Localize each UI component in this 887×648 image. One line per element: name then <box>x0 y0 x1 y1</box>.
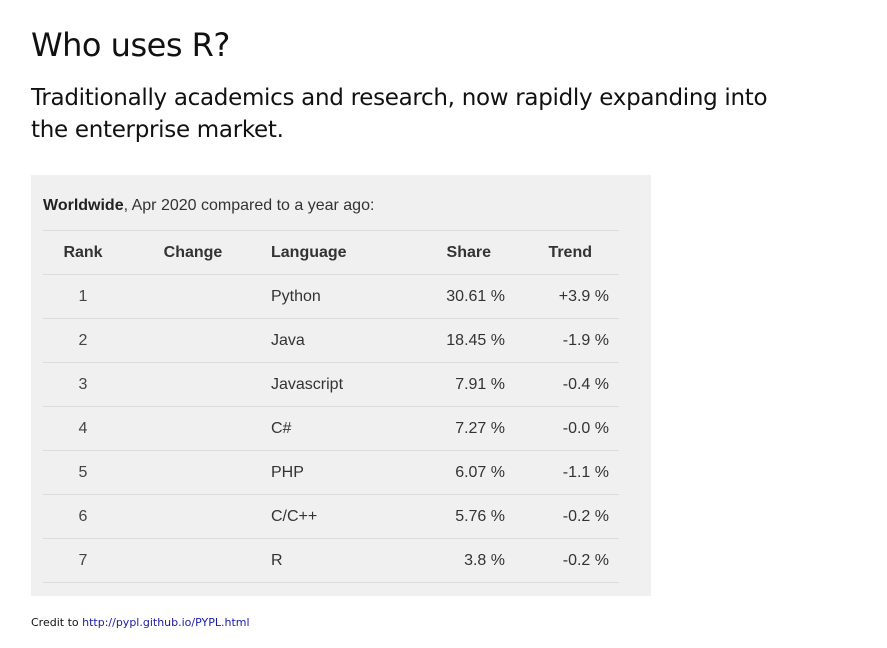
change-cell <box>123 538 263 583</box>
ranking-table: Rank Change Language Share Trend 1 Pytho… <box>43 230 619 583</box>
share-cell: 3.8 % <box>383 538 513 583</box>
caption-region: Worldwide <box>43 197 124 214</box>
rank-cell: 4 <box>43 406 123 451</box>
ranking-panel: Worldwide, Apr 2020 compared to a year a… <box>31 175 651 596</box>
language-cell: Javascript <box>263 362 383 407</box>
slide-subtitle: Traditionally academics and research, no… <box>31 85 768 143</box>
trend-cell: +3.9 % <box>513 274 619 319</box>
change-cell <box>123 494 263 539</box>
trend-cell: -0.2 % <box>513 494 619 539</box>
credit-line: Credit to http://pypl.github.io/PYPL.htm… <box>31 616 250 629</box>
change-cell <box>123 362 263 407</box>
header-trend: Trend <box>513 230 619 275</box>
rank-cell: 6 <box>43 494 123 539</box>
language-cell: C/C++ <box>263 494 383 539</box>
rank-cell: 1 <box>43 274 123 319</box>
trend-cell: -0.0 % <box>513 406 619 451</box>
table-row: 5 PHP 6.07 % -1.1 % <box>43 450 619 495</box>
language-cell: Java <box>263 318 383 363</box>
table-row: 2 Java 18.45 % -1.9 % <box>43 318 619 363</box>
language-cell: PHP <box>263 450 383 495</box>
header-rank: Rank <box>43 230 123 275</box>
language-cell: Python <box>263 274 383 319</box>
table-caption: Worldwide, Apr 2020 compared to a year a… <box>43 197 374 215</box>
table-row: 6 C/C++ 5.76 % -0.2 % <box>43 494 619 539</box>
table-row: 3 Javascript 7.91 % -0.4 % <box>43 362 619 407</box>
caption-date: , Apr 2020 compared to a year ago: <box>123 197 375 214</box>
share-cell: 7.27 % <box>383 406 513 451</box>
credit-link[interactable]: http://pypl.github.io/PYPL.html <box>82 616 250 629</box>
header-language: Language <box>263 230 383 275</box>
change-cell <box>123 274 263 319</box>
change-cell <box>123 406 263 451</box>
rank-cell: 2 <box>43 318 123 363</box>
change-cell <box>123 318 263 363</box>
credit-prefix: Credit to <box>31 616 83 629</box>
header-change: Change <box>123 230 263 275</box>
rank-cell: 7 <box>43 538 123 583</box>
table-row: 1 Python 30.61 % +3.9 % <box>43 274 619 319</box>
slide-title: Who uses R? <box>31 26 230 64</box>
table-row: 4 C# 7.27 % -0.0 % <box>43 406 619 451</box>
share-cell: 7.91 % <box>383 362 513 407</box>
language-cell: C# <box>263 406 383 451</box>
trend-cell: -0.4 % <box>513 362 619 407</box>
rank-cell: 3 <box>43 362 123 407</box>
change-cell <box>123 450 263 495</box>
language-cell: R <box>263 538 383 583</box>
header-share: Share <box>383 230 513 275</box>
table-header-row: Rank Change Language Share Trend <box>43 230 619 275</box>
table-row: 7 R 3.8 % -0.2 % <box>43 538 619 583</box>
share-cell: 6.07 % <box>383 450 513 495</box>
trend-cell: -0.2 % <box>513 538 619 583</box>
trend-cell: -1.9 % <box>513 318 619 363</box>
share-cell: 30.61 % <box>383 274 513 319</box>
trend-cell: -1.1 % <box>513 450 619 495</box>
rank-cell: 5 <box>43 450 123 495</box>
share-cell: 5.76 % <box>383 494 513 539</box>
share-cell: 18.45 % <box>383 318 513 363</box>
